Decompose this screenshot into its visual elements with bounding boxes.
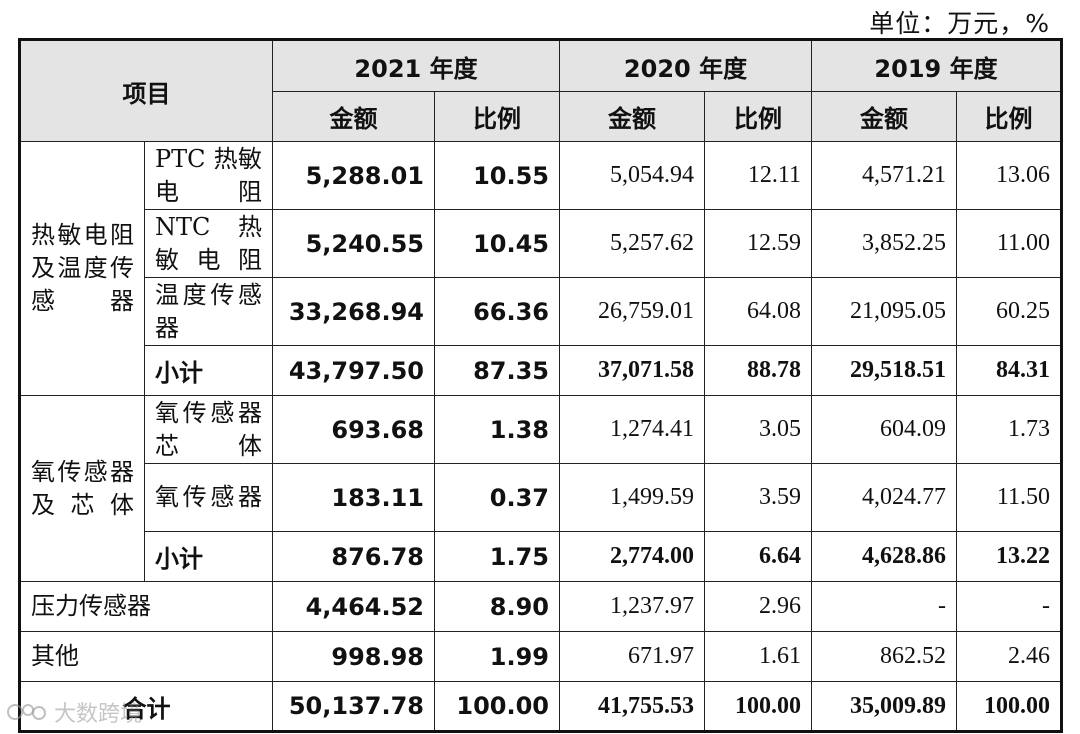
amount-2021: 183.11: [272, 463, 435, 532]
amount-2021: 33,268.94: [272, 277, 435, 346]
table-row: 热敏电阻及温度传感器 PTC 热敏电阻 5,288.01 10.55 5,054…: [19, 141, 1062, 396]
ratio-2019: 2.46: [956, 631, 1062, 682]
ratio-2019: 11.00: [956, 209, 1062, 278]
header-amount-2021: 金额: [272, 91, 435, 142]
amount-2019: 4,024.77: [811, 463, 957, 532]
ratio-2019: 11.50: [956, 463, 1062, 532]
header-year-2021: 2021 年度: [272, 39, 560, 92]
subtotal-row: 小计 876.78 1.75 2,774.00 6.64 4,628.86 13…: [20, 531, 1062, 582]
table-row: 氧传感器及芯体 氧传感器芯体 693.68 1.38 1,274.41 3.05…: [19, 395, 1062, 582]
ratio-2021: 100.00: [434, 681, 560, 732]
amount-2019: -: [811, 581, 957, 632]
header-ratio-2020: 比例: [704, 91, 812, 142]
amount-2021: 876.78: [272, 531, 435, 582]
amount-2019: 4,628.86: [811, 531, 957, 582]
ratio-2021: 8.90: [434, 581, 560, 632]
row-label: 合计: [19, 681, 273, 732]
ratio-2021: 87.35: [434, 345, 560, 396]
amount-2020: 1,274.41: [559, 395, 705, 464]
amount-2019: 862.52: [811, 631, 957, 682]
header-ratio-2021: 比例: [434, 91, 560, 142]
row-label: 氧传感器: [144, 463, 273, 532]
ratio-2020: 1.61: [704, 631, 812, 682]
ratio-2021: 10.55: [434, 141, 560, 210]
unit-label: 单位：万元，%: [869, 9, 1050, 38]
header-year-2019: 2019 年度: [811, 39, 1062, 92]
ratio-2020: 64.08: [704, 277, 812, 346]
amount-2021: 50,137.78: [272, 681, 435, 732]
amount-2020: 2,774.00: [559, 531, 705, 582]
row-label: 小计: [144, 531, 273, 582]
amount-2019: 604.09: [811, 395, 957, 464]
header-ratio-2019: 比例: [956, 91, 1062, 142]
amount-2021: 998.98: [272, 631, 435, 682]
ratio-2020: 2.96: [704, 581, 812, 632]
amount-2020: 5,257.62: [559, 209, 705, 278]
row-label: NTC 热敏电阻: [144, 209, 273, 278]
row-label: 压力传感器: [19, 581, 273, 632]
header-item: 项目: [19, 39, 273, 142]
ratio-2019: 1.73: [956, 395, 1062, 464]
table-row: 压力传感器 4,464.52 8.90 1,237.97 2.96 - -: [19, 581, 1062, 632]
header-amount-2020: 金额: [559, 91, 705, 142]
row-label: 氧传感器芯体: [144, 395, 273, 464]
ratio-2019: 13.22: [956, 531, 1062, 582]
row-label: 温度传感器: [144, 277, 273, 346]
ratio-2020: 12.11: [704, 141, 812, 210]
row-label: 小计: [144, 345, 273, 396]
ratio-2019: 100.00: [956, 681, 1062, 732]
amount-2019: 35,009.89: [811, 681, 957, 732]
amount-2019: 3,852.25: [811, 209, 957, 278]
ratio-2020: 3.05: [704, 395, 812, 464]
header-row-metrics: 金额 比例 金额 比例 金额 比例: [20, 91, 1062, 142]
amount-2020: 37,071.58: [559, 345, 705, 396]
ratio-2019: 60.25: [956, 277, 1062, 346]
header-amount-2019: 金额: [811, 91, 957, 142]
group-label-thermal: 热敏电阻及温度传感器: [19, 141, 145, 396]
row-label: PTC 热敏电阻: [144, 141, 273, 210]
table-row: 温度传感器 33,268.94 66.36 26,759.01 64.08 21…: [20, 277, 1062, 346]
header-row-years: 项目 2021 年度 2020 年度 2019 年度: [19, 39, 1062, 142]
ratio-2021: 1.38: [434, 395, 560, 464]
amount-2019: 21,095.05: [811, 277, 957, 346]
ratio-2020: 3.59: [704, 463, 812, 532]
amount-2020: 1,499.59: [559, 463, 705, 532]
ratio-2020: 100.00: [704, 681, 812, 732]
group-label-oxygen: 氧传感器及芯体: [19, 395, 145, 582]
ratio-2020: 12.59: [704, 209, 812, 278]
total-row: 合计 50,137.78 100.00 41,755.53 100.00 35,…: [19, 681, 1062, 732]
amount-2021: 43,797.50: [272, 345, 435, 396]
header-year-2020: 2020 年度: [559, 39, 812, 92]
ratio-2021: 66.36: [434, 277, 560, 346]
row-label: 其他: [19, 631, 273, 682]
ratio-2019: 84.31: [956, 345, 1062, 396]
ratio-2020: 6.64: [704, 531, 812, 582]
amount-2021: 5,288.01: [272, 141, 435, 210]
amount-2021: 693.68: [272, 395, 435, 464]
amount-2020: 671.97: [559, 631, 705, 682]
amount-2020: 41,755.53: [559, 681, 705, 732]
revenue-table: 项目 2021 年度 2020 年度 2019 年度 金额 比例 金额 比例 金…: [18, 38, 1063, 733]
ratio-2020: 88.78: [704, 345, 812, 396]
ratio-2019: 13.06: [956, 141, 1062, 210]
ratio-2021: 1.99: [434, 631, 560, 682]
ratio-2021: 1.75: [434, 531, 560, 582]
subtotal-row: 小计 43,797.50 87.35 37,071.58 88.78 29,51…: [20, 345, 1062, 396]
amount-2020: 26,759.01: [559, 277, 705, 346]
table-row: 其他 998.98 1.99 671.97 1.61 862.52 2.46: [19, 631, 1062, 682]
amount-2019: 29,518.51: [811, 345, 957, 396]
amount-2021: 4,464.52: [272, 581, 435, 632]
table-row: NTC 热敏电阻 5,240.55 10.45 5,257.62 12.59 3…: [20, 209, 1062, 278]
amount-2020: 5,054.94: [559, 141, 705, 210]
ratio-2021: 0.37: [434, 463, 560, 532]
ratio-2021: 10.45: [434, 209, 560, 278]
ratio-2019: -: [956, 581, 1062, 632]
amount-2020: 1,237.97: [559, 581, 705, 632]
table-row: 氧传感器 183.11 0.37 1,499.59 3.59 4,024.77 …: [20, 463, 1062, 532]
amount-2019: 4,571.21: [811, 141, 957, 210]
amount-2021: 5,240.55: [272, 209, 435, 278]
